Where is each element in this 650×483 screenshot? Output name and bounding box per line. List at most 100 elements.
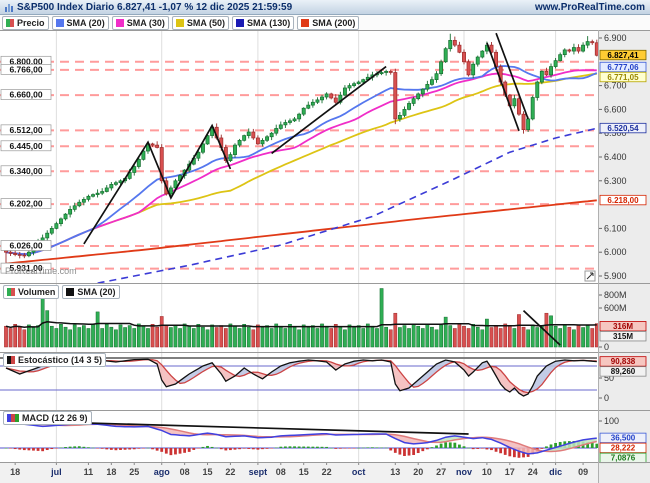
svg-text:15: 15 (299, 467, 309, 477)
svg-text:89,260: 89,260 (611, 367, 636, 376)
volume-legend: Volumen SMA (20) (3, 285, 120, 299)
svg-text:6.520,54: 6.520,54 (607, 124, 639, 133)
svg-text:6.777,06: 6.777,06 (607, 63, 639, 72)
svg-text:6.512,00: 6.512,00 (9, 125, 42, 135)
svg-text:6.340,00: 6.340,00 (9, 166, 42, 176)
svg-text:6.000: 6.000 (604, 247, 627, 257)
svg-text:316M: 316M (613, 322, 633, 331)
legend-swatch-icon (6, 18, 14, 27)
chart-title: S&P500 Index Diario 6.827,41 -1,07 % 12 … (17, 1, 293, 13)
svg-text:oct: oct (352, 467, 366, 477)
svg-text:22: 22 (225, 467, 235, 477)
panel-borders (0, 30, 650, 483)
price-legend: Precio SMA (20) SMA (30) SMA (50) SMA (130) S… (0, 15, 650, 30)
legend-label: SMA (20) (77, 287, 116, 297)
svg-text:sept: sept (249, 467, 268, 477)
svg-text:24: 24 (528, 467, 538, 477)
svg-text:600M: 600M (604, 303, 627, 313)
svg-text:nov: nov (456, 467, 472, 477)
svg-text:315M: 315M (613, 332, 633, 341)
legend-item-sma-20[interactable]: SMA (20) (51, 15, 109, 30)
svg-text:90,838: 90,838 (611, 357, 636, 366)
svg-text:6.771,05: 6.771,05 (607, 73, 639, 82)
legend-swatch-icon (7, 288, 15, 296)
svg-text:15: 15 (203, 467, 213, 477)
legend-label: SMA (130) (247, 17, 291, 28)
svg-text:0: 0 (604, 393, 609, 403)
legend-swatch-icon (7, 414, 19, 422)
macd-legend: MACD (12 26 9) (3, 411, 92, 425)
app-chart-icon (5, 3, 13, 12)
backgrounds (0, 30, 650, 483)
macd-trendline (56, 421, 469, 435)
svg-text:6.660,00: 6.660,00 (9, 90, 42, 100)
svg-text:18: 18 (10, 467, 20, 477)
macd-line (5, 420, 597, 455)
svg-text:25: 25 (129, 467, 139, 477)
legend-swatch-icon (55, 18, 64, 27)
volume-legend-item-volumen[interactable]: Volumen (3, 285, 60, 299)
stochastic-legend: Estocástico (14 3 5) (3, 353, 107, 367)
legend-item-sma-130[interactable]: SMA (130) (232, 15, 295, 30)
legend-item-sma-50[interactable]: SMA (50) (171, 15, 230, 30)
svg-text:22: 22 (322, 467, 332, 477)
legend-label: Volumen (18, 287, 56, 297)
reset-zoom-button[interactable] (584, 270, 596, 282)
svg-text:6.766,00: 6.766,00 (9, 64, 42, 74)
legend-label: Precio (17, 17, 45, 28)
legend-swatch-icon (301, 18, 310, 27)
svg-text:36,500: 36,500 (611, 434, 636, 443)
legend-label: SMA (30) (126, 17, 165, 28)
svg-text:6.026,00: 6.026,00 (9, 241, 42, 251)
legend-swatch-icon (66, 288, 75, 296)
legend-item-sma-200[interactable]: SMA (200) (297, 15, 360, 30)
legend-item-sma-30[interactable]: SMA (30) (111, 15, 169, 30)
volume-sma-line (5, 321, 597, 329)
svg-text:6.900: 6.900 (604, 33, 627, 43)
legend-item-precio[interactable]: Precio (2, 15, 49, 30)
price-trendlines (83, 32, 529, 245)
svg-text:28,222: 28,222 (611, 444, 636, 453)
svg-text:6.700: 6.700 (604, 81, 627, 91)
sma-200-line (5, 199, 597, 265)
legend-label: Estocástico (14 3 5) (18, 355, 103, 365)
volume-legend-item-sma-20[interactable]: SMA (20) (62, 285, 120, 299)
svg-text:50: 50 (604, 373, 614, 383)
svg-text:18: 18 (106, 467, 116, 477)
svg-text:08: 08 (276, 467, 286, 477)
svg-text:08: 08 (180, 467, 190, 477)
stochastic-legend-item-estoc-stico-14-3-5[interactable]: Estocástico (14 3 5) (3, 353, 107, 367)
macd-legend-item-macd-12-26-9[interactable]: MACD (12 26 9) (3, 411, 92, 425)
svg-text:6.300: 6.300 (604, 176, 627, 186)
svg-text:800M: 800M (604, 290, 627, 300)
svg-text:11: 11 (84, 467, 94, 477)
svg-text:0: 0 (604, 342, 609, 352)
svg-text:6.445,00: 6.445,00 (9, 141, 42, 151)
svg-text:5.900: 5.900 (604, 271, 627, 281)
legend-swatch-icon (7, 356, 15, 364)
watermark: ProRealTime.com (5, 266, 77, 276)
svg-text:jul: jul (50, 467, 62, 477)
svg-text:6.827,41: 6.827,41 (607, 51, 639, 60)
level-labels: 6.800,006.766,00 6.660,00 6.512,00 6.445,00… (0, 55, 52, 274)
prorealtime-link[interactable]: www.ProRealTime.com (534, 1, 645, 13)
legend-label: SMA (50) (186, 17, 226, 28)
sma-20-line (5, 65, 598, 256)
legend-label: SMA (20) (66, 17, 105, 28)
legend-swatch-icon (175, 18, 184, 27)
svg-text:27: 27 (436, 467, 446, 477)
volume-trendline (522, 309, 561, 346)
svg-text:5.931,00: 5.931,00 (9, 263, 42, 273)
svg-text:6.400: 6.400 (604, 152, 627, 162)
svg-text:6.600: 6.600 (604, 104, 627, 114)
svg-text:ago: ago (154, 467, 171, 477)
svg-text:6.218,00: 6.218,00 (607, 196, 639, 205)
svg-text:dic: dic (549, 467, 562, 477)
legend-swatch-icon (115, 18, 124, 27)
legend-swatch-icon (236, 18, 245, 27)
svg-text:10: 10 (482, 467, 492, 477)
